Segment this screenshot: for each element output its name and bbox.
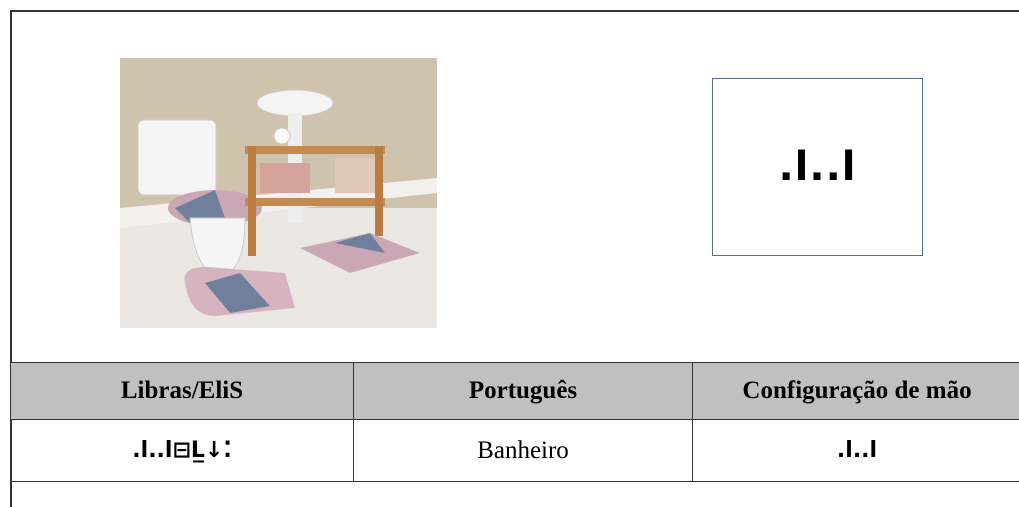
portuguese-cell: Banheiro — [353, 419, 693, 482]
header-cell: Português — [353, 362, 693, 420]
bathroom-photo — [120, 58, 437, 328]
body-row: .l..l⊟L̲↓⁚ Banheiro .l..l — [10, 419, 1019, 482]
hand-config-cell: .l..l — [692, 419, 1019, 482]
document-frame — [10, 10, 1019, 507]
hand-configuration-box: .l..l — [712, 78, 923, 256]
header-cell: Configuração de mão — [692, 362, 1019, 420]
elis-cell: .l..l⊟L̲↓⁚ — [10, 419, 354, 482]
sign-table: Libras/EliS Português Configuração de mã… — [10, 362, 1019, 482]
header-cell: Libras/EliS — [10, 362, 354, 420]
header-row: Libras/EliS Português Configuração de mã… — [10, 362, 1019, 420]
